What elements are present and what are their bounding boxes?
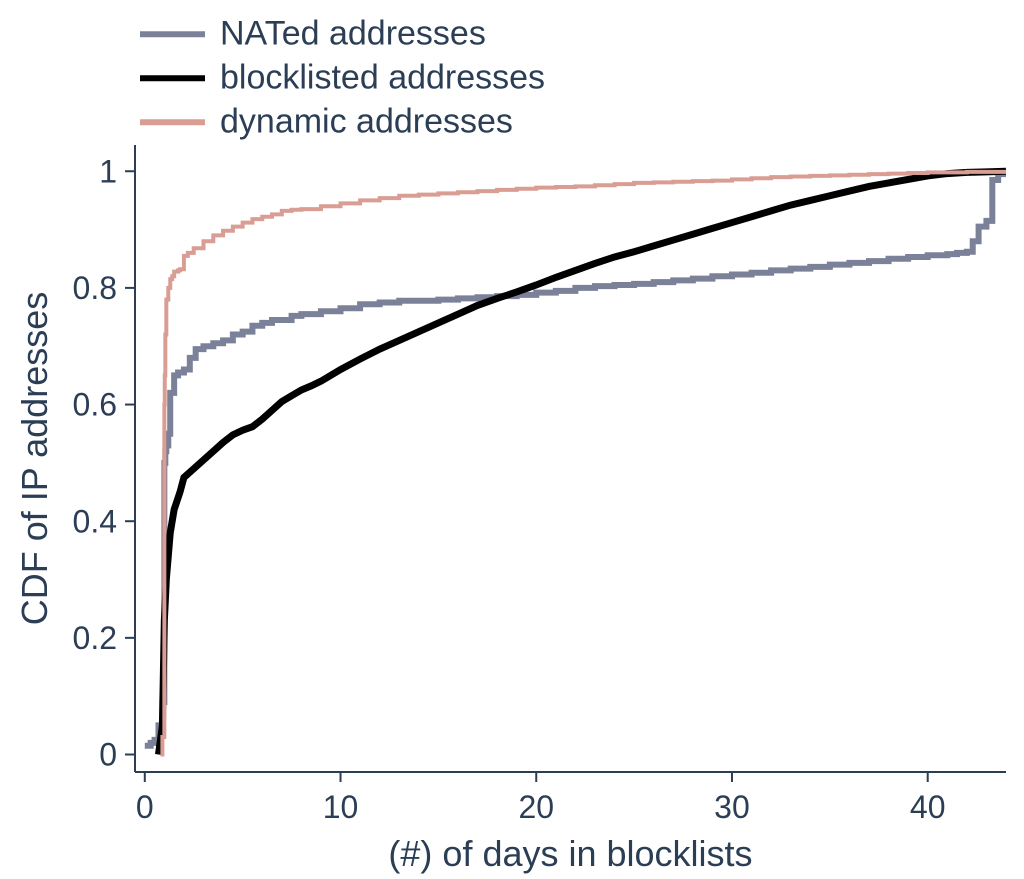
chart-svg: 0 10 20 30 40 0 0.2 0.4 0.6 0.8 1 (#) of days in bl… [0,0,1024,879]
x-axis-title: (#) of days in blocklists [388,833,752,874]
y-tick-label: 1 [99,153,117,189]
y-tick-label: 0.8 [73,270,117,306]
y-tick-label: 0.2 [73,620,117,656]
y-tick-label: 0 [99,737,117,773]
legend-label: dynamic addresses [220,102,513,140]
legend: NATed addresses blocklisted addresses dyna… [140,14,545,140]
legend-label: blocklisted addresses [220,58,545,96]
x-tick-label: 0 [136,789,154,825]
y-tick-label: 0.6 [73,387,117,423]
y-axis-title: CDF of IP addresses [14,292,55,625]
cdf-chart: 0 10 20 30 40 0 0.2 0.4 0.6 0.8 1 (#) of days in bl… [0,0,1024,879]
y-tick-label: 0.4 [73,503,117,539]
x-tick-label: 20 [518,789,554,825]
legend-label: NATed addresses [220,14,486,52]
x-tick-label: 40 [910,789,946,825]
x-tick-label: 10 [323,789,359,825]
x-tick-label: 30 [714,789,750,825]
